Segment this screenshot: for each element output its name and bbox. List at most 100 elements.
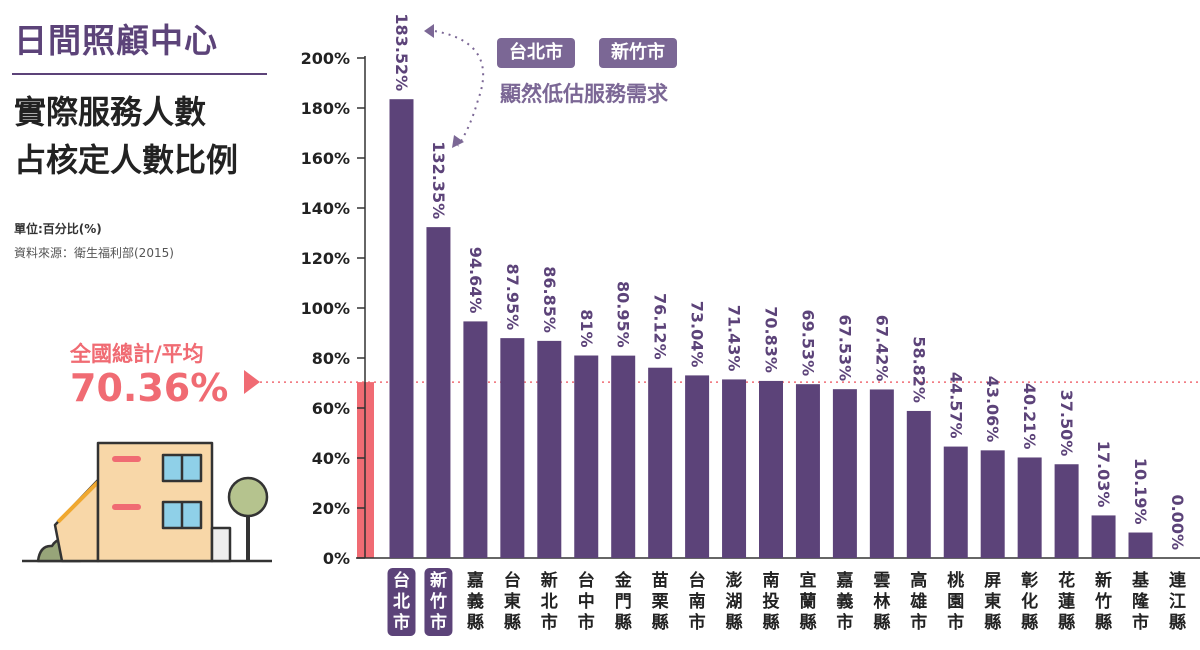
bar-value-label: 76.12% (651, 293, 670, 360)
bar (869, 389, 894, 558)
bar-value-label: 73.04% (688, 301, 707, 368)
bar-value-label: 0.00% (1168, 494, 1187, 550)
category-label-char: 連 (1169, 570, 1187, 591)
category-label-char: 東 (984, 591, 1001, 612)
category-label-char: 縣 (763, 613, 780, 633)
bar (832, 389, 857, 558)
average-pointer-icon (244, 370, 260, 394)
bar (980, 450, 1005, 558)
bar (943, 446, 968, 558)
category-label-char: 縣 (467, 613, 484, 633)
category-label-char: 嘉 (835, 570, 853, 591)
category-highlight-bg (424, 568, 453, 636)
category-label-char: 屏 (984, 571, 1001, 591)
chart-title: 實際服務人數 占核定人數比例 (14, 88, 238, 184)
bar-value-label: 183.52% (392, 13, 411, 91)
average-label: 全國總計/平均 (70, 342, 204, 366)
category-label-char: 縣 (1169, 613, 1186, 633)
y-tick-label: 140% (301, 199, 350, 218)
category-label-char: 台 (393, 570, 410, 591)
category-label-char: 南 (763, 570, 780, 591)
category-label-char: 台 (689, 570, 706, 591)
category-label-char: 蘭 (799, 591, 816, 612)
topic-heading: 日間照顧中心 (14, 21, 218, 60)
y-tick-label: 100% (301, 299, 350, 318)
bar (389, 99, 414, 558)
bar (685, 375, 710, 558)
category-label-char: 台 (504, 570, 521, 591)
y-tick-label: 200% (301, 49, 350, 68)
category-label-char: 義 (467, 591, 484, 612)
bar (795, 384, 820, 558)
category-label-char: 桃 (947, 570, 964, 591)
category-label-char: 縣 (1095, 613, 1112, 633)
category-label-char: 南 (689, 591, 706, 612)
callout-note: 顯然低估服務需求 (500, 82, 668, 106)
category-label-char: 新 (430, 570, 447, 591)
category-label-char: 彰 (1021, 570, 1038, 591)
callout-tag-hsinchu: 新竹市 (599, 38, 677, 68)
bar (611, 355, 636, 558)
category-label-char: 竹 (1094, 591, 1112, 612)
bar-value-label: 10.19% (1131, 458, 1150, 525)
bar-value-label: 80.95% (614, 281, 633, 348)
arrow-head-bottom-icon (452, 135, 464, 148)
category-label-char: 東 (504, 591, 521, 612)
bar-value-label: 86.85% (540, 266, 559, 333)
category-label-char: 基 (1131, 570, 1150, 591)
callout-tag-taipei: 台北市 (497, 38, 575, 68)
bar (500, 338, 525, 558)
bar-value-label: 44.57% (946, 372, 965, 439)
y-tick-label: 80% (312, 349, 350, 368)
y-tick-label: 180% (301, 99, 350, 118)
category-label-char: 隆 (1132, 591, 1150, 612)
y-tick-label: 120% (301, 249, 350, 268)
category-label-char: 林 (873, 591, 890, 612)
category-label-char: 縣 (652, 613, 669, 633)
category-label-char: 新 (1095, 570, 1112, 591)
bar (1091, 515, 1116, 558)
category-label-char: 竹 (429, 591, 447, 612)
bar (648, 367, 673, 558)
unit-note: 單位:百分比(%) (14, 222, 102, 236)
category-label-char: 江 (1169, 592, 1186, 612)
y-tick-label: 0% (323, 549, 350, 568)
bar (1054, 464, 1079, 558)
average-value: 70.36% (70, 366, 229, 410)
category-label-char: 市 (578, 612, 595, 633)
callout-arrow (427, 29, 485, 147)
category-label-char: 中 (578, 591, 595, 612)
y-tick-label: 60% (312, 399, 350, 418)
category-label-char: 蓮 (1058, 591, 1075, 612)
bar-value-label: 43.06% (983, 376, 1002, 443)
category-label-char: 雲 (873, 571, 890, 591)
category-label-char: 縣 (726, 613, 743, 633)
roof-edge (56, 480, 100, 524)
arrow-head-top-icon (424, 24, 434, 38)
category-label-char: 市 (541, 612, 558, 633)
category-label-char: 苗 (652, 570, 669, 591)
category-label-char: 宜 (799, 570, 816, 591)
category-label-char: 市 (836, 612, 853, 633)
topic-divider (12, 73, 267, 75)
bar (463, 321, 488, 558)
tree-icon (227, 476, 269, 518)
y-tick-label: 40% (312, 449, 350, 468)
bar-value-label: 17.03% (1094, 441, 1113, 508)
category-label-char: 市 (910, 612, 927, 633)
category-label-char: 園 (947, 592, 964, 612)
bar (1128, 532, 1153, 558)
category-label-char: 門 (615, 592, 632, 612)
building-illustration (22, 441, 272, 563)
bar-value-label: 67.53% (835, 315, 854, 382)
bar-value-label: 67.42% (872, 315, 891, 382)
bar (1017, 457, 1042, 558)
category-label-char: 市 (689, 612, 706, 633)
bar (426, 227, 451, 558)
bar-value-label: 87.95% (503, 263, 522, 330)
bar-value-label: 70.83% (762, 306, 781, 373)
category-label-char: 北 (393, 592, 410, 612)
bar-value-label: 71.43% (725, 305, 744, 372)
category-label-char: 栗 (652, 592, 669, 612)
bars-group: 183.52% 台北市 132.35% 新竹市 94.64% 嘉義縣 87.95% 台東縣 86… (387, 13, 1187, 636)
